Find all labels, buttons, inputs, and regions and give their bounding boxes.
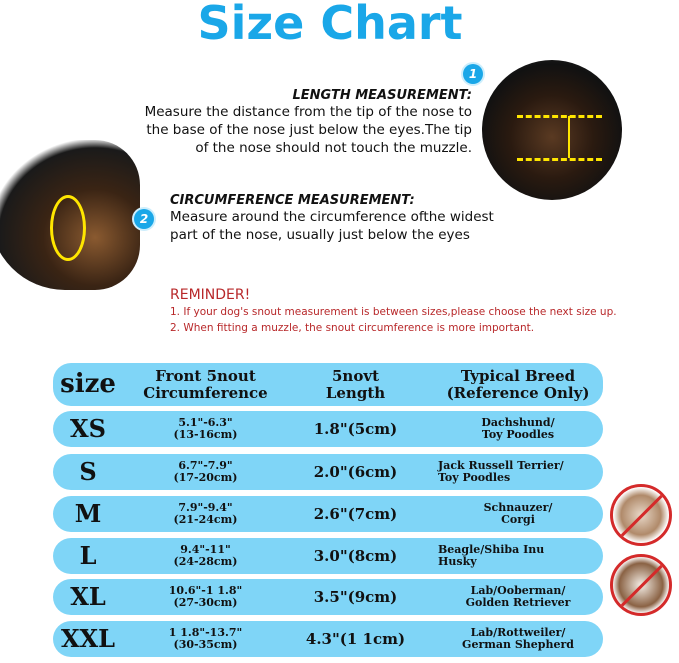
length-guide-bottom-line xyxy=(517,158,602,161)
breed-cell: Jack Russell Terrier/Toy Poodles xyxy=(438,458,564,484)
table-row: L 9.4"-11" (24-28cm) 3.0"(8cm) Beagle/Shi… xyxy=(53,538,603,574)
size-cell: S xyxy=(79,456,97,486)
page-title: Size Chart xyxy=(197,0,463,50)
circumference-line: part of the nose, usually just below the… xyxy=(170,227,470,243)
circumference-measurement: CIRCUMFERENCE MEASUREMENT: Measure aroun… xyxy=(170,193,570,244)
length-guide-top-line xyxy=(517,115,602,118)
no-bulldog-icon xyxy=(610,484,672,546)
header-breed: Typical Breed (Reference Only) xyxy=(446,367,590,402)
table-row: S 6.7"-7.9" (17-20cm) 2.0"(6cm) Jack Russ… xyxy=(53,454,603,490)
circumference-cell: 9.4"-11" (24-28cm) xyxy=(173,542,238,568)
circumference-line: Measure around the circumference ofthe w… xyxy=(170,209,494,225)
circumference-cell: 10.6"-1 1.8" (27-30cm) xyxy=(168,583,243,609)
circumference-colon: : xyxy=(409,193,415,208)
header-size: size xyxy=(60,369,116,400)
table-header-row: size Front 5nout Circumference 5novt Lengt… xyxy=(53,363,603,406)
size-cell: M xyxy=(74,498,102,528)
length-cell: 2.6"(7cm) xyxy=(313,504,398,523)
length-cell: 4.3"(1 1cm) xyxy=(305,629,406,648)
table-row: XS 5.1"-6.3" (13-16cm) 1.8"(5cm) Dachshun… xyxy=(53,411,603,447)
circumference-cell: 6.7"-7.9" (17-20cm) xyxy=(173,458,238,484)
header-circumference: Front 5nout Circumference xyxy=(143,367,268,402)
size-cell: XL xyxy=(70,581,106,611)
length-cell: 2.0"(6cm) xyxy=(313,462,398,481)
breed-cell: Schnauzer/Corgi xyxy=(483,500,553,526)
header-length: 5novt Length xyxy=(325,367,386,402)
no-shihtzu-icon xyxy=(610,554,672,616)
table-row: XXL 1 1.8"-13.7" (30-35cm) 4.3"(1 1cm) La… xyxy=(53,621,603,657)
size-cell: L xyxy=(79,540,97,570)
length-cell: 3.5"(9cm) xyxy=(313,587,398,606)
length-measurement: LENGTH MEASUREMENT: Measure the distance… xyxy=(110,88,472,157)
breed-cell: Beagle/Shiba Inu Husky xyxy=(438,542,545,568)
length-heading: LENGTH MEASUREMENT xyxy=(292,88,467,103)
breed-cell: Lab/Rottweiler/German Shepherd xyxy=(462,625,574,651)
breed-cell: Lab/Ooberman/Golden Retriever xyxy=(465,583,571,609)
length-badge: 1 xyxy=(463,64,483,84)
circumference-badge: 2 xyxy=(134,209,154,229)
reminder-item: 2. When fitting a muzzle, the snout circ… xyxy=(170,322,535,334)
length-guide-arrow xyxy=(568,116,570,158)
table-row: XL 10.6"-1 1.8" (27-30cm) 3.5"(9cm) Lab/O… xyxy=(53,579,603,615)
dog-front-photo xyxy=(482,60,622,200)
circumference-heading: CIRCUMFERENCE MEASUREMENT xyxy=(170,193,410,208)
length-colon: : xyxy=(466,88,472,103)
reminder-heading: REMINDER! xyxy=(170,287,251,303)
length-cell: 3.0"(8cm) xyxy=(313,546,398,565)
dog-side-photo xyxy=(0,140,140,290)
length-line: of the nose should not touch the muzzle. xyxy=(195,140,472,156)
circumference-guide xyxy=(50,195,86,261)
size-cell: XS xyxy=(70,413,106,443)
table-row: M 7.9"-9.4" (21-24cm) 2.6"(7cm) Schnauzer… xyxy=(53,496,603,532)
reminder: REMINDER! 1. If your dog's snout measure… xyxy=(170,287,617,334)
length-line: the base of the nose just below the eyes… xyxy=(146,122,472,138)
length-line: Measure the distance from the tip of the… xyxy=(144,104,472,120)
circumference-cell: 5.1"-6.3" (13-16cm) xyxy=(173,415,238,441)
reminder-item: 1. If your dog's snout measurement is be… xyxy=(170,306,617,318)
circumference-cell: 7.9"-9.4" (21-24cm) xyxy=(173,500,238,526)
breed-cell: Dachshund/Toy Poodles xyxy=(481,415,555,441)
length-cell: 1.8"(5cm) xyxy=(313,419,398,438)
circumference-cell: 1 1.8"-13.7" (30-35cm) xyxy=(168,625,243,651)
size-cell: XXL xyxy=(60,623,116,653)
